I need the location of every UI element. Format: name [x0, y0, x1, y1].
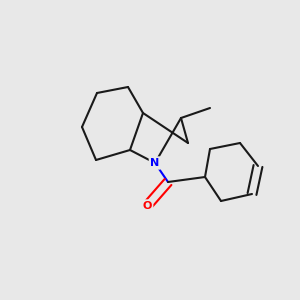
Text: O: O — [142, 201, 152, 211]
Text: N: N — [150, 158, 160, 168]
